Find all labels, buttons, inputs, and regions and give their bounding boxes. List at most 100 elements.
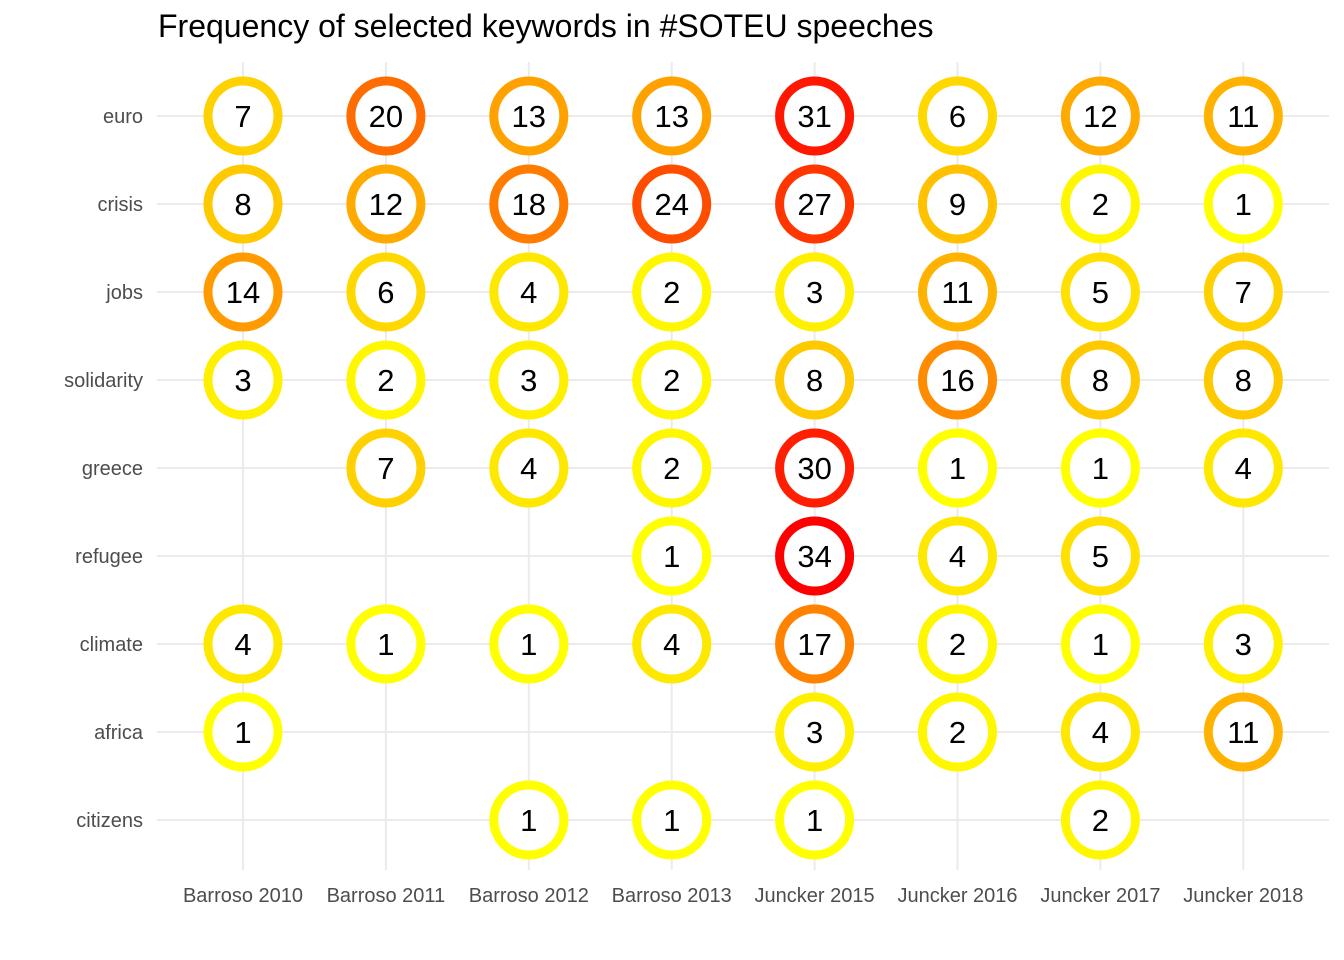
data-point-ring bbox=[775, 604, 855, 684]
data-label: 1 bbox=[663, 539, 680, 574]
data-label: 1 bbox=[806, 803, 823, 838]
data-point-ring bbox=[632, 516, 712, 596]
data-point-ring bbox=[203, 340, 283, 420]
data-label: 1 bbox=[1092, 627, 1109, 662]
data-label: 31 bbox=[797, 99, 831, 134]
data-label: 8 bbox=[806, 363, 823, 398]
data-point-ring bbox=[1060, 780, 1140, 860]
x-tick-label: Barroso 2011 bbox=[327, 885, 446, 907]
data-label: 3 bbox=[806, 275, 823, 310]
y-tick-label: solidarity bbox=[64, 370, 143, 392]
data-label: 3 bbox=[234, 363, 251, 398]
grid-lines bbox=[157, 62, 1329, 870]
data-label: 2 bbox=[377, 363, 394, 398]
data-label: 2 bbox=[1092, 803, 1109, 838]
data-point-ring bbox=[775, 76, 855, 156]
data-point-ring bbox=[632, 780, 712, 860]
data-label: 11 bbox=[1227, 715, 1259, 750]
data-point-ring bbox=[775, 780, 855, 860]
data-label: 5 bbox=[1092, 539, 1109, 574]
data-point-ring bbox=[1203, 692, 1283, 772]
y-tick-labels: euro crisis jobs solidarity greece refugee cli… bbox=[64, 106, 144, 832]
data-label: 12 bbox=[1083, 99, 1117, 134]
data-point-ring bbox=[632, 76, 712, 156]
data-label: 4 bbox=[234, 627, 251, 662]
y-tick-label: greece bbox=[82, 458, 143, 480]
data-point-ring bbox=[1203, 252, 1283, 332]
data-label: 1 bbox=[377, 627, 394, 662]
data-label: 2 bbox=[663, 451, 680, 486]
data-label: 18 bbox=[512, 187, 546, 222]
data-label: 1 bbox=[1235, 187, 1252, 222]
data-point-ring bbox=[346, 604, 426, 684]
data-label: 8 bbox=[1092, 363, 1109, 398]
data-point-ring bbox=[1060, 516, 1140, 596]
data-point-ring bbox=[632, 252, 712, 332]
data-point-ring bbox=[632, 428, 712, 508]
x-tick-label: Juncker 2015 bbox=[755, 885, 875, 907]
data-label: 2 bbox=[663, 363, 680, 398]
data-point-ring bbox=[1060, 692, 1140, 772]
data-label: 7 bbox=[1235, 275, 1252, 310]
data-label: 4 bbox=[520, 275, 537, 310]
data-point-ring bbox=[346, 76, 426, 156]
data-point-ring bbox=[918, 76, 997, 156]
data-point-ring bbox=[1203, 340, 1283, 420]
y-tick-label: crisis bbox=[97, 194, 143, 216]
data-label: 1 bbox=[1092, 451, 1109, 486]
data-point-ring bbox=[489, 780, 569, 860]
data-label: 17 bbox=[797, 627, 831, 662]
data-label: 4 bbox=[1235, 451, 1252, 486]
data-point-ring bbox=[203, 164, 283, 244]
y-tick-label: jobs bbox=[105, 282, 143, 304]
data-label: 24 bbox=[654, 187, 688, 222]
data-label: 14 bbox=[226, 275, 260, 310]
data-point-ring bbox=[918, 604, 997, 684]
x-tick-label: Juncker 2016 bbox=[897, 885, 1017, 907]
data-label: 8 bbox=[1235, 363, 1252, 398]
data-label: 6 bbox=[377, 275, 394, 310]
data-point-ring bbox=[1060, 76, 1140, 156]
data-label: 1 bbox=[520, 627, 537, 662]
data-label: 3 bbox=[1235, 627, 1252, 662]
data-point-ring bbox=[918, 428, 997, 508]
data-point-ring bbox=[1060, 164, 1140, 244]
data-label: 30 bbox=[797, 451, 831, 486]
y-tick-label: africa bbox=[94, 722, 144, 744]
data-point-ring bbox=[775, 428, 855, 508]
y-tick-label: citizens bbox=[76, 810, 143, 832]
data-point-ring bbox=[1060, 252, 1140, 332]
data-label: 27 bbox=[797, 187, 831, 222]
data-label: 1 bbox=[520, 803, 537, 838]
data-point-ring bbox=[203, 604, 283, 684]
data-point-ring bbox=[1203, 76, 1283, 156]
data-point-ring bbox=[346, 340, 426, 420]
data-point-ring bbox=[489, 604, 569, 684]
data-label: 34 bbox=[797, 539, 831, 574]
data-label: 13 bbox=[654, 99, 688, 134]
data-label: 8 bbox=[234, 187, 251, 222]
data-label: 6 bbox=[949, 99, 966, 134]
data-label: 4 bbox=[949, 539, 966, 574]
data-point-ring bbox=[346, 428, 426, 508]
data-point-ring bbox=[775, 516, 855, 596]
data-point-ring bbox=[918, 340, 997, 420]
data-label: 4 bbox=[1092, 715, 1109, 750]
data-point-ring bbox=[918, 692, 997, 772]
data-point-ring bbox=[918, 516, 997, 596]
data-label: 1 bbox=[234, 715, 251, 750]
data-point-ring bbox=[203, 692, 283, 772]
data-point-ring bbox=[346, 252, 426, 332]
data-point-ring bbox=[1203, 164, 1283, 244]
data-label: 9 bbox=[949, 187, 966, 222]
data-point-ring bbox=[203, 76, 283, 156]
data-point-ring bbox=[918, 164, 997, 244]
data-point-ring bbox=[203, 252, 283, 332]
data-point-ring bbox=[346, 164, 426, 244]
data-label: 2 bbox=[949, 715, 966, 750]
data-label: 16 bbox=[940, 363, 974, 398]
x-tick-label: Juncker 2018 bbox=[1183, 885, 1303, 907]
data-point-ring bbox=[918, 252, 997, 332]
data-label: 2 bbox=[949, 627, 966, 662]
x-tick-labels: Barroso 2010 Barroso 2011 Barroso 2012 Barr… bbox=[183, 885, 1303, 907]
